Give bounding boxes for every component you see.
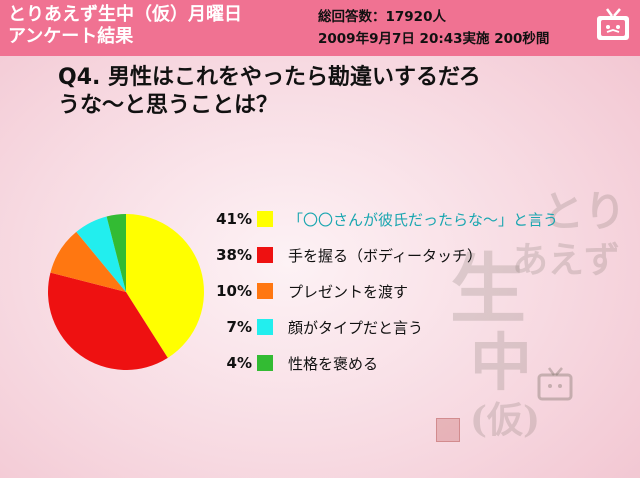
question-line-2: うな～と思うことは？: [58, 93, 279, 118]
legend-label: プレゼントを渡す: [288, 283, 409, 301]
pie-chart: [47, 214, 204, 371]
legend-percent: 10%: [216, 282, 252, 300]
survey-datetime: 2009年9月7日 20:43実施 200秒間: [318, 31, 550, 47]
survey-meta: 総回答数：17920人 2009年9月7日 20:43実施 200秒間: [318, 6, 588, 50]
seal-stamp: [436, 418, 460, 442]
legend-item: 41% 「〇〇さんが彼氏だったらな～」と言う: [200, 204, 580, 240]
legend-swatch: [257, 247, 273, 263]
legend-swatch: [257, 283, 273, 299]
chart-legend: 41% 「〇〇さんが彼氏だったらな～」と言う 38% 手を握る（ボディータッチ）…: [200, 204, 580, 384]
legend-percent: 7%: [226, 318, 252, 336]
legend-swatch: [257, 211, 273, 227]
legend-item: 7% 顔がタイプだと言う: [200, 312, 580, 348]
legend-item: 38% 手を握る（ボディータッチ）: [200, 240, 580, 276]
question-text: Q4. 男性はこれをやったら勘違いするだろ うな～と思うことは？: [58, 64, 598, 120]
legend-label: 顔がタイプだと言う: [288, 319, 424, 337]
pie-slice-1: [126, 214, 204, 358]
legend-swatch: [257, 355, 273, 371]
header-bar: とりあえず生中（仮）月曜日 アンケート結果 総回答数：17920人 2009年9…: [0, 0, 640, 56]
legend-label: 「〇〇さんが彼氏だったらな～」と言う: [288, 211, 559, 229]
survey-title: とりあえず生中（仮）月曜日 アンケート結果: [8, 4, 308, 48]
legend-percent: 38%: [216, 246, 252, 264]
respondent-count: 総回答数：17920人: [318, 9, 446, 25]
pie-slice-3: [50, 231, 127, 292]
legend-percent: 41%: [216, 210, 252, 228]
legend-swatch: [257, 319, 273, 335]
tv-icon: [597, 8, 629, 40]
legend-item: 10% プレゼントを渡す: [200, 276, 580, 312]
pie-slice-5: [106, 214, 126, 292]
title-line-1: とりあえず生中（仮）月曜日: [8, 4, 242, 25]
title-line-2: アンケート結果: [8, 26, 134, 47]
legend-item: 4% 性格を褒める: [200, 348, 580, 384]
question-line-1: Q4. 男性はこれをやったら勘違いするだろ: [58, 65, 481, 90]
watermark-text-5: (仮): [470, 399, 541, 441]
legend-label: 性格を褒める: [288, 355, 379, 373]
legend-percent: 4%: [226, 354, 252, 372]
pie-slice-4: [76, 216, 126, 292]
legend-label: 手を握る（ボディータッチ）: [288, 247, 482, 265]
pie-slice-2: [47, 272, 168, 371]
